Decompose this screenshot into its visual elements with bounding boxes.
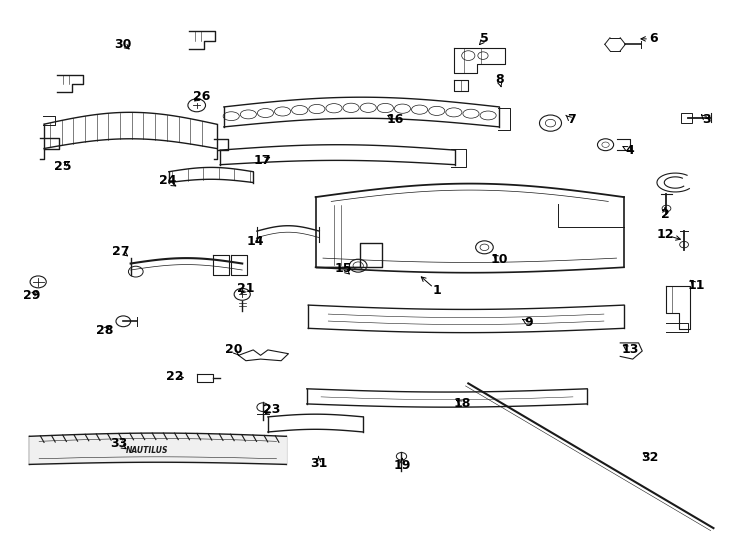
Text: 32: 32 [642, 451, 659, 464]
Text: 18: 18 [454, 397, 471, 410]
Text: 21: 21 [237, 282, 255, 295]
Text: 19: 19 [393, 459, 411, 472]
Text: 3: 3 [702, 113, 711, 126]
Text: 29: 29 [23, 289, 40, 302]
Text: 15: 15 [335, 262, 352, 275]
Text: 28: 28 [95, 324, 113, 337]
Text: 31: 31 [310, 457, 327, 470]
Text: 20: 20 [225, 343, 242, 356]
Text: 11: 11 [687, 279, 705, 292]
Text: 27: 27 [112, 245, 130, 258]
Text: 8: 8 [495, 73, 504, 86]
Text: 16: 16 [386, 113, 404, 126]
Text: 9: 9 [524, 316, 533, 329]
Text: 10: 10 [490, 253, 508, 266]
Text: 24: 24 [159, 174, 176, 187]
Text: 25: 25 [54, 160, 71, 173]
Text: 13: 13 [621, 343, 639, 356]
Text: 12: 12 [656, 228, 674, 241]
Text: 14: 14 [247, 235, 264, 248]
Bar [681, 113, 692, 123]
Text: 22: 22 [166, 370, 184, 383]
Text: 4: 4 [625, 144, 634, 157]
Text: 30: 30 [115, 38, 132, 51]
Text: 26: 26 [193, 90, 211, 103]
Text: 6: 6 [649, 32, 658, 45]
Text: 5: 5 [480, 32, 489, 45]
Text: 1: 1 [432, 284, 441, 297]
Text: 23: 23 [263, 403, 280, 416]
Text: NAUTILUS: NAUTILUS [126, 446, 168, 455]
Text: 33: 33 [110, 437, 128, 450]
Text: 2: 2 [661, 208, 669, 221]
Text: 17: 17 [254, 154, 272, 167]
Text: 7: 7 [567, 113, 575, 126]
